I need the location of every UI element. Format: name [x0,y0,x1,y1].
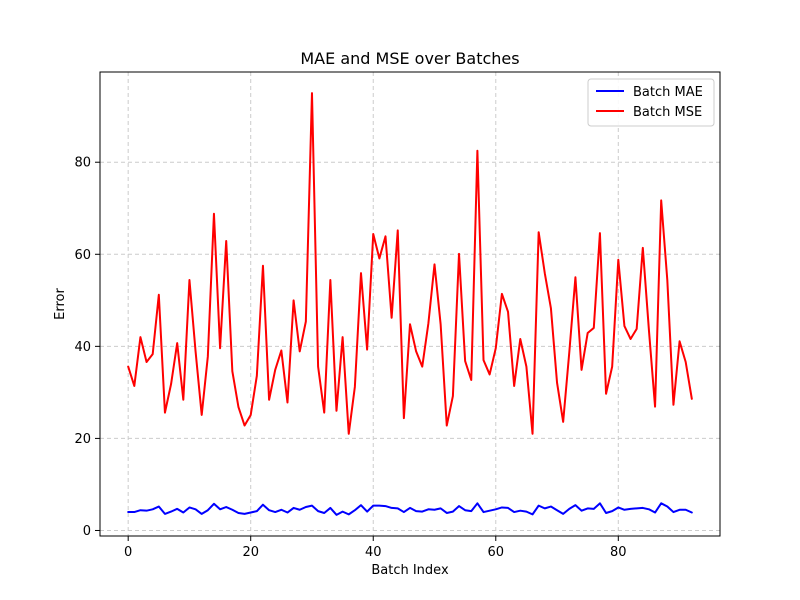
x-tick-label: 80 [610,545,627,560]
series-line-batch-mse [127,92,693,435]
y-axis-ticks: 0 20 40 60 80 [74,156,100,539]
y-axis-label: Error [53,288,68,320]
legend-label-batch-mse: Batch MSE [633,105,702,120]
y-tick-label: 60 [74,248,91,263]
x-tick-label: 60 [487,545,504,560]
plot-series [127,92,693,516]
x-tick-label: 0 [124,545,132,560]
legend-label-batch-mae: Batch MAE [633,85,703,100]
chart-title: MAE and MSE over Batches [300,49,519,68]
x-axis-ticks: 0 20 40 60 80 [124,536,627,560]
y-tick-label: 0 [83,524,91,539]
y-tick-label: 40 [74,340,91,355]
legend: Batch MAE Batch MSE [587,78,715,127]
plot-frame [99,71,721,537]
y-tick-label: 80 [74,156,91,171]
y-tick-label: 20 [74,432,91,447]
series-line-batch-mae [127,502,693,516]
x-tick-label: 40 [365,545,382,560]
x-tick-label: 20 [242,545,259,560]
grid [100,72,720,536]
x-axis-label: Batch Index [371,563,449,578]
